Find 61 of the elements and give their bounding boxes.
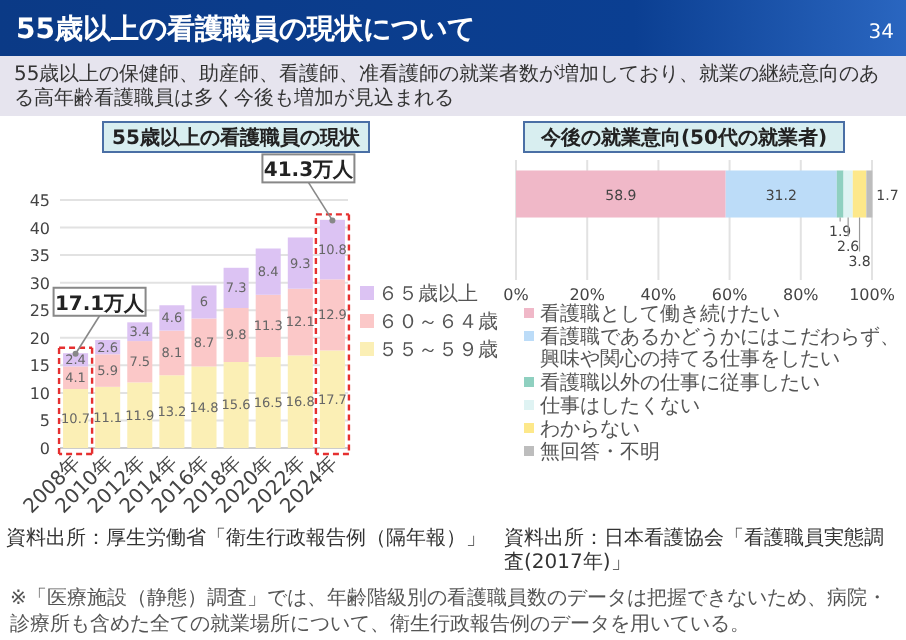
bar [843, 170, 853, 218]
x-tick-label: 0% [503, 286, 530, 304]
text: 55歳以上の看護職員の現状について [16, 12, 475, 46]
y-tick-label: 45 [29, 192, 50, 210]
bar [223, 267, 249, 309]
bar [725, 170, 837, 218]
bar [836, 170, 844, 218]
y-tick-label: 20 [29, 329, 50, 348]
y-tick-label: 15 [29, 357, 50, 376]
bar [95, 386, 121, 448]
bar [223, 308, 249, 363]
bar [516, 170, 726, 218]
bar [255, 248, 281, 295]
bar [191, 318, 217, 367]
x-tick-label: 100% [849, 286, 896, 304]
x-tick-label: 80% [783, 286, 820, 304]
y-tick-label: 40 [29, 219, 50, 238]
bar [319, 279, 345, 351]
legend-label: 看護職であるかどうかにはこだわらず、興味や関心の持てる仕事をしたい [540, 325, 900, 371]
bar [223, 362, 249, 448]
bar [852, 170, 867, 218]
bar [866, 170, 873, 218]
x-tick-label: 60% [711, 286, 749, 304]
annotation: 41.3万人 [263, 158, 356, 183]
legend-label: ６５歳以上 [378, 282, 478, 306]
legend-label: ５５～５９歳 [378, 338, 498, 362]
text: 55歳以上の保健師、助産師、看護師、准看護師の就業者数が増加しており、就業の継続意向のある高年齢看護職員は多く今後も増加が見込まれる [14, 62, 880, 110]
bar [191, 366, 217, 448]
annotation: 17.1万人 [54, 291, 147, 316]
bar [159, 375, 185, 448]
legend-label: 無回答・不明 [540, 440, 660, 464]
bar [63, 389, 89, 448]
chart-title: 今後の就業意向(50代の就業者) [538, 126, 828, 150]
bar [127, 341, 153, 383]
y-tick-label: 25 [29, 302, 50, 321]
x-tick-label: 20% [569, 286, 606, 304]
text: 資料出所：厚生労働省「衛生行政報告例（隔年報）」 [6, 526, 486, 550]
y-tick-label: 35 [29, 247, 50, 266]
text: 34 [868, 22, 894, 44]
y-tick-label: 0 [39, 440, 50, 458]
bar [287, 237, 313, 289]
x-tick-label: 40% [640, 286, 677, 304]
legend-label: 看護職として働き続けたい [540, 302, 780, 326]
legend-label: 仕事はしたくない [540, 394, 700, 418]
bar [255, 294, 281, 358]
y-tick-label: 5 [39, 412, 50, 431]
bar [191, 285, 217, 319]
bar [287, 288, 313, 356]
bar [319, 350, 345, 448]
text: ※「医療施設（静態）調査」では、年齢階級別の看護職員数のデータは把握できないため、病院・診療所も含めた全ての就業場所について、衛生行政報告例のデータを用いている。 [10, 586, 887, 636]
y-tick-label: 30 [29, 274, 50, 293]
bar [255, 357, 281, 448]
legend-label: わからない [540, 419, 640, 441]
chart-title: 55歳以上の看護職員の現状 [112, 126, 362, 150]
text: 資料出所：日本看護協会「看護職員実態調査(2017年)」 [504, 526, 884, 574]
bar [159, 330, 185, 376]
legend-label: 看護職以外の仕事に従事したい [540, 371, 820, 395]
y-tick-label: 10 [29, 384, 50, 403]
bar [127, 382, 153, 448]
bar [287, 355, 313, 448]
legend-label: ６０～６４歳 [378, 310, 498, 334]
